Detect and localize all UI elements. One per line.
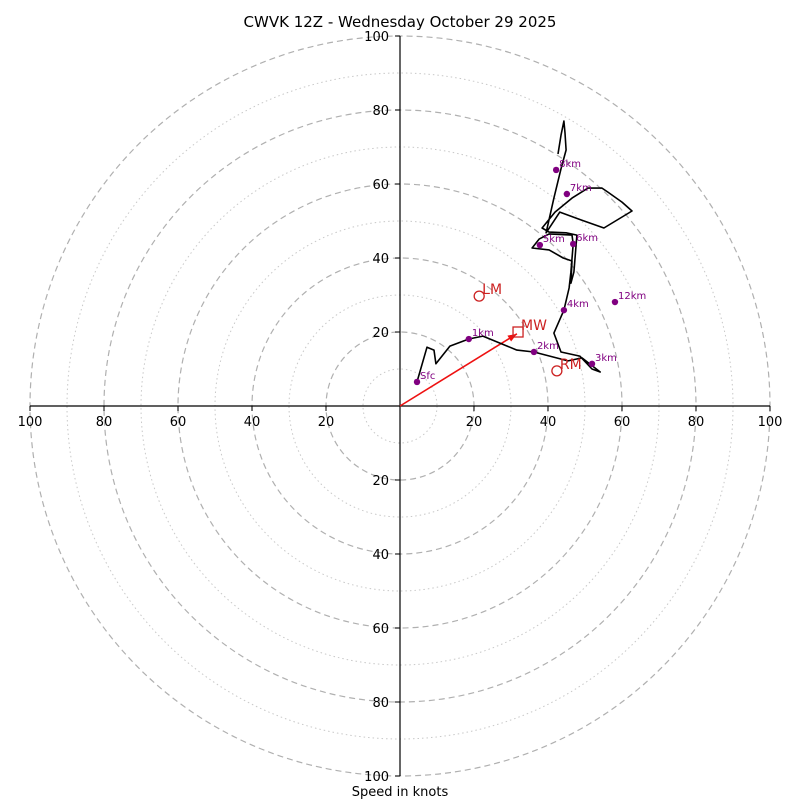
height-label-Sfc: Sfc [420, 371, 435, 382]
height-label-7km: 7km [570, 183, 592, 194]
x-tick-label: 40 [540, 415, 557, 430]
motion-marker-MW [512, 326, 524, 338]
height-label-4km: 4km [567, 299, 589, 310]
height-marker-1km [465, 335, 473, 343]
y-tick-label: 80 [372, 696, 389, 711]
height-marker-2km [530, 348, 538, 356]
height-label-6km: 6km [576, 233, 598, 244]
storm-motion-markers: LM MW RM [473, 282, 582, 377]
x-tick-label: 100 [18, 415, 43, 430]
height-label-2km: 2km [537, 341, 559, 352]
height-label-3km: 3km [595, 353, 617, 364]
shear-vector-line [399, 333, 518, 407]
y-tick-label: 100 [364, 770, 389, 785]
shear-vector-arrowhead [507, 333, 517, 342]
motion-label-RM: RM [560, 357, 582, 373]
motion-label-LM: LM [482, 282, 502, 298]
x-tick-label: 60 [614, 415, 631, 430]
x-tick-label: 20 [318, 415, 335, 430]
x-axis-label: Speed in knots [352, 785, 449, 800]
height-marker-7km [563, 190, 571, 198]
hodograph-trace [416, 120, 633, 383]
height-label-8km: 8km [559, 159, 581, 170]
x-tick-label: 80 [688, 415, 705, 430]
y-tick-label: 40 [372, 548, 389, 563]
hodograph-line [416, 120, 633, 383]
shear-vector [399, 333, 518, 407]
motion-marker-RM [551, 365, 563, 377]
y-tick-label: 20 [372, 474, 389, 489]
y-tick-label: 80 [372, 104, 389, 119]
y-tick-label: 100 [364, 30, 389, 45]
height-marker-4km [560, 306, 568, 314]
height-label-12km: 12km [618, 291, 646, 302]
height-marker-Sfc [413, 378, 421, 386]
motion-label-MW: MW [521, 318, 547, 334]
y-tick-label: 20 [372, 326, 389, 341]
x-tick-label: 60 [170, 415, 187, 430]
motion-marker-LM [473, 290, 485, 302]
y-tick-label: 40 [372, 252, 389, 267]
height-marker-8km [552, 166, 560, 174]
height-marker-5km [536, 241, 544, 249]
x-tick-label: 100 [758, 415, 783, 430]
chart-title: CWVK 12Z - Wednesday October 29 2025 [244, 13, 557, 31]
x-tick-label: 20 [466, 415, 483, 430]
y-tick-label: 60 [372, 622, 389, 637]
height-markers: Sfc 1km 2km 3km 4km 5km 6km 7km 8km 12km [413, 159, 646, 386]
height-marker-6km [569, 240, 577, 248]
height-label-5km: 5km [543, 234, 565, 245]
x-tick-label: 40 [244, 415, 261, 430]
x-tick-label: 80 [96, 415, 113, 430]
tick-labels: 100 80 60 40 20 20 40 60 80 100 100 80 60 40 20 20 40 60 8… [18, 30, 783, 785]
y-tick-label: 60 [372, 178, 389, 193]
height-label-1km: 1km [472, 328, 494, 339]
height-marker-3km [588, 360, 596, 368]
height-marker-12km [611, 298, 619, 306]
